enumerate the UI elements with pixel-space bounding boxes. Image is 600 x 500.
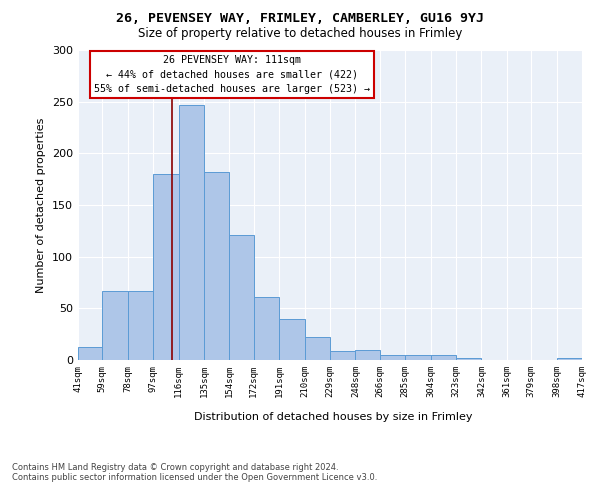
Text: Distribution of detached houses by size in Frimley: Distribution of detached houses by size … xyxy=(194,412,472,422)
Bar xyxy=(254,297,279,360)
Bar xyxy=(128,291,153,360)
Bar xyxy=(102,291,128,360)
Text: Size of property relative to detached houses in Frimley: Size of property relative to detached ho… xyxy=(138,28,462,40)
Text: 26, PEVENSEY WAY, FRIMLEY, CAMBERLEY, GU16 9YJ: 26, PEVENSEY WAY, FRIMLEY, CAMBERLEY, GU… xyxy=(116,12,484,26)
Text: Contains HM Land Registry data © Crown copyright and database right 2024.: Contains HM Land Registry data © Crown c… xyxy=(12,462,338,471)
Bar xyxy=(305,338,330,360)
Bar xyxy=(229,235,254,360)
Y-axis label: Number of detached properties: Number of detached properties xyxy=(37,118,46,292)
Bar xyxy=(380,355,405,360)
Bar xyxy=(431,355,456,360)
Text: Contains public sector information licensed under the Open Government Licence v3: Contains public sector information licen… xyxy=(12,472,377,482)
Bar xyxy=(330,350,355,360)
Bar xyxy=(279,318,305,360)
Bar xyxy=(557,358,582,360)
Bar xyxy=(179,105,204,360)
Bar xyxy=(78,346,102,360)
Bar xyxy=(456,358,481,360)
Bar xyxy=(153,174,179,360)
Bar xyxy=(355,350,380,360)
Text: 26 PEVENSEY WAY: 111sqm
← 44% of detached houses are smaller (422)
55% of semi-d: 26 PEVENSEY WAY: 111sqm ← 44% of detache… xyxy=(94,54,370,94)
Bar xyxy=(405,355,431,360)
Bar xyxy=(204,172,229,360)
